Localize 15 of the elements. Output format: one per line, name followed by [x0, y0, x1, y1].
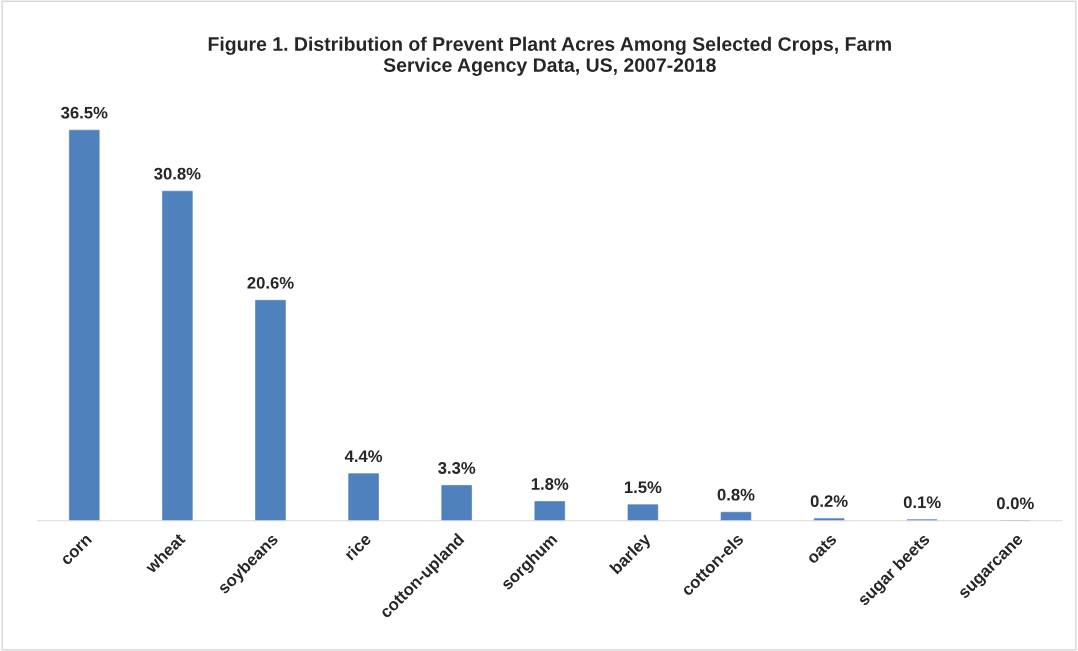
x-tick-label: corn: [61, 534, 93, 566]
data-label: 30.8%: [154, 167, 201, 180]
data-label: 0.2%: [810, 495, 848, 508]
data-label: 0.0%: [996, 497, 1034, 510]
data-label: 36.5%: [61, 106, 108, 119]
data-label: 0.1%: [903, 496, 941, 509]
data-label: 3.3%: [438, 462, 476, 474]
data-label: 1.5%: [624, 481, 662, 494]
x-tick-label: oats: [806, 533, 838, 565]
data-label: 1.8%: [531, 478, 569, 490]
data-label: 20.6%: [247, 276, 294, 289]
data-label: 4.4%: [344, 450, 383, 463]
chart-title: Figure 1. Distribution of Prevent Plant Acres Among Selected Crops, Farm Service Agency Data, US, 2007-2018: [208, 36, 891, 76]
x-tick-label: rice: [343, 532, 372, 561]
data-label: 0.8%: [717, 488, 755, 501]
